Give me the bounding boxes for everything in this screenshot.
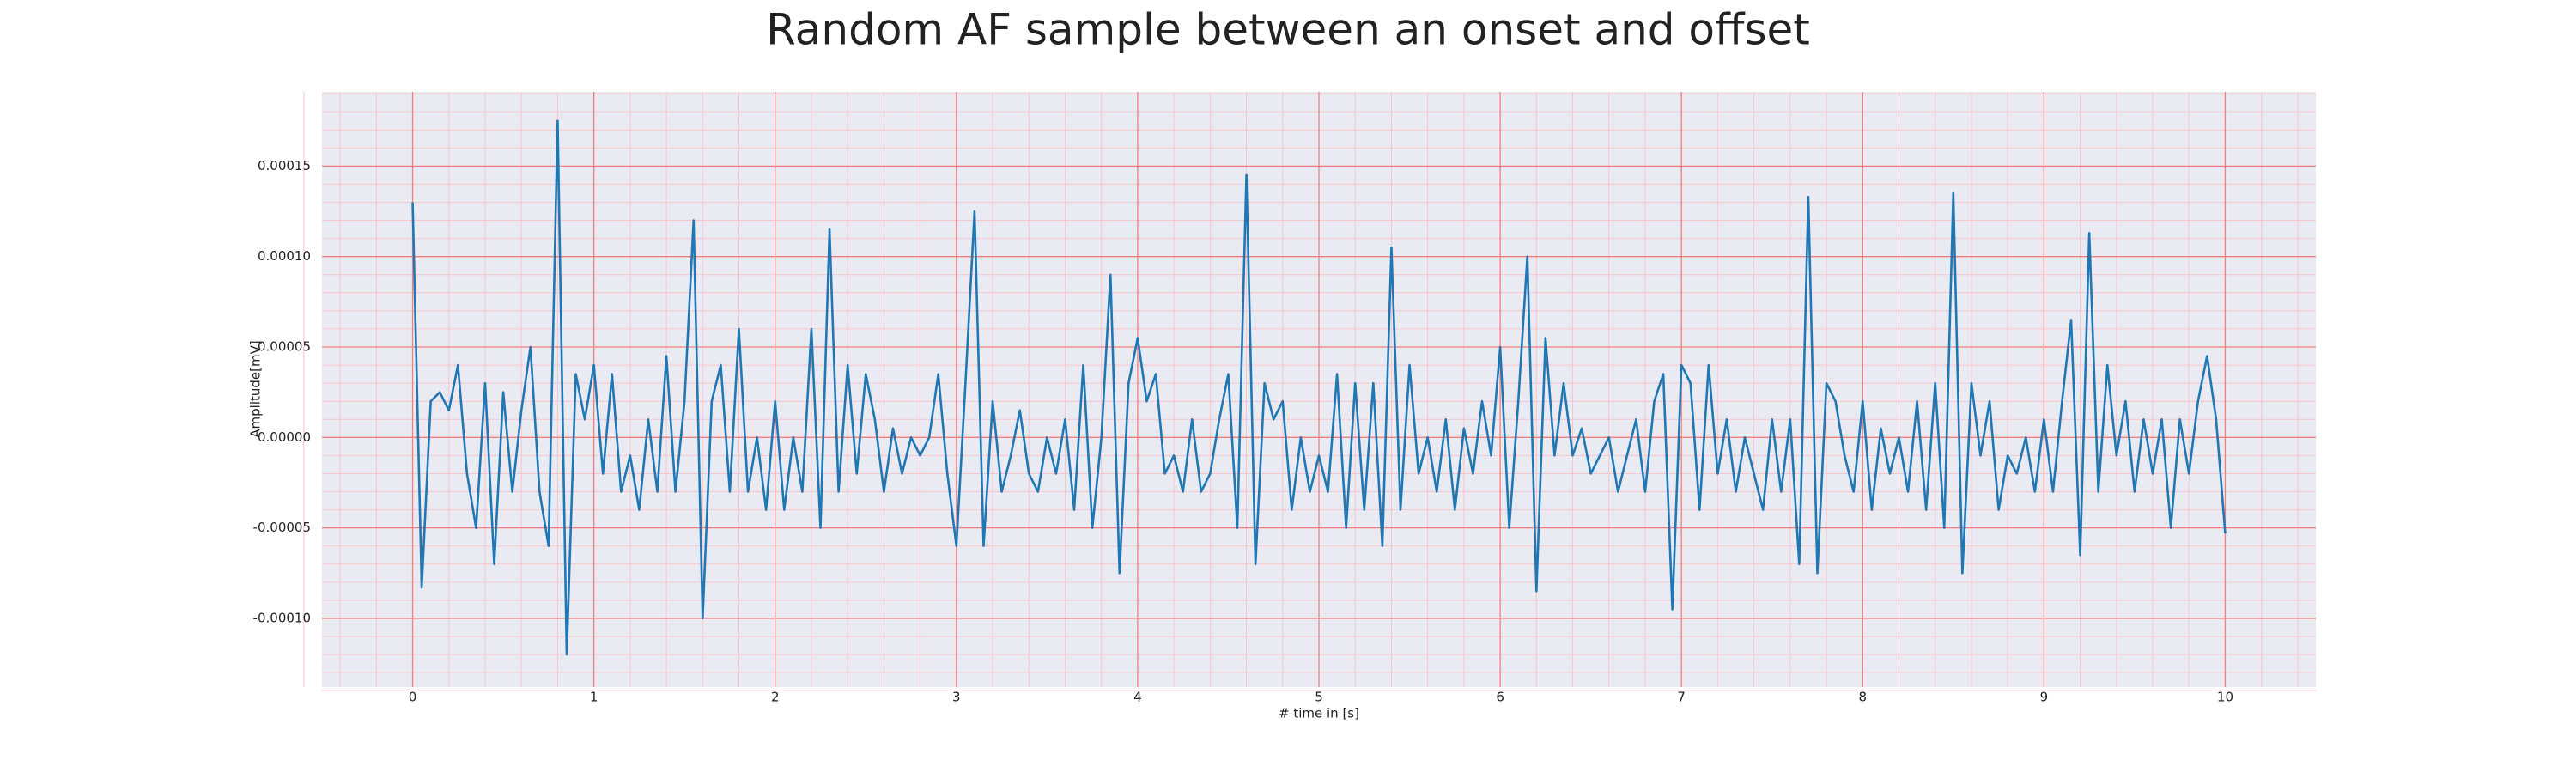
x-tick-label: 1 [590,690,598,705]
x-tick-label: 6 [1496,690,1504,705]
x-tick-label: 8 [1858,690,1867,705]
x-tick-label: 9 [2040,690,2049,705]
y-axis-label: Amplitude[mV] [248,340,264,437]
signal-line [411,119,2227,656]
y-tick-label: 0.00015 [258,158,311,173]
chart-title: Random AF sample between an onset and of… [766,5,1810,55]
y-tick-label: -0.00010 [253,610,311,625]
x-tick-label: 3 [952,690,961,705]
x-tick-label: 5 [1315,690,1323,705]
y-tick-label: 0.00000 [258,429,311,445]
x-tick-label: 0 [409,690,417,705]
x-tick-label: 10 [2217,690,2233,705]
y-tick-label: 0.00005 [258,339,311,355]
x-tick-label: 2 [771,690,780,705]
y-tick-label: 0.00010 [258,248,311,264]
x-axis-label: # time in [s] [1279,706,1359,721]
y-tick-label: -0.00005 [253,520,311,535]
x-tick-label: 7 [1677,690,1686,705]
x-tick-label: 4 [1133,690,1142,705]
